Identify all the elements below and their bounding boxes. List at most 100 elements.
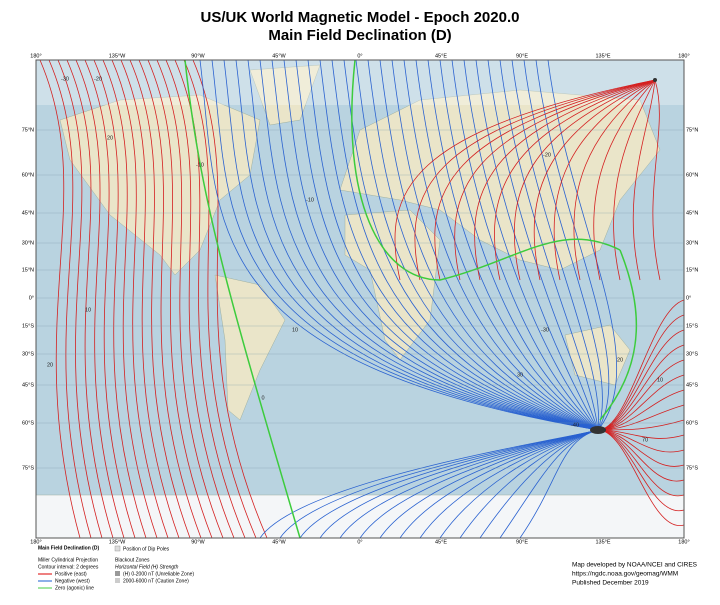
contour-line — [519, 429, 599, 539]
legend-item: (H) 0-2000 nT (Unreliable Zone) — [123, 571, 194, 577]
contour-label: 20 — [47, 362, 53, 368]
dip-pole — [653, 78, 657, 82]
contour-line — [138, 59, 202, 539]
blackout-zone — [36, 60, 684, 105]
contour-line — [523, 59, 603, 431]
contour-line — [84, 59, 136, 539]
contour-line — [259, 59, 599, 431]
contour-line — [597, 314, 685, 431]
contour-line — [66, 59, 114, 539]
contour-label: -40 — [571, 422, 579, 428]
contour-label: 10 — [657, 377, 663, 383]
contour-line — [474, 79, 656, 281]
contour-label: 30 — [517, 372, 523, 378]
map-frame — [35, 59, 685, 539]
legend-item: 2000-6000 nT (Caution Zone) — [123, 578, 189, 584]
contour-line — [331, 59, 599, 431]
contour-line — [247, 59, 599, 431]
contour-line — [283, 59, 599, 431]
lat-label: 15°S — [22, 323, 34, 329]
contour-line — [499, 59, 599, 431]
lat-label: 15°N — [22, 267, 34, 273]
contour-label: -30 — [61, 76, 69, 82]
contour-line — [307, 59, 599, 431]
contour-line — [75, 59, 125, 539]
contour-line — [652, 79, 661, 281]
lon-label: 180° — [30, 539, 41, 545]
legend-text: Miller Cylindrical Projection — [38, 557, 98, 563]
contour-label: 20 — [617, 357, 623, 363]
contour-line — [553, 79, 656, 281]
contour-line — [165, 59, 235, 539]
lat-label: 60°N — [686, 172, 698, 178]
lon-label: 180° — [678, 53, 689, 59]
credit: Published December 2019 — [572, 580, 649, 587]
legend-swatch — [115, 571, 120, 576]
contour-line — [129, 59, 191, 539]
land — [214, 274, 286, 421]
title: US/UK World Magnetic Model - Epoch 2020.… — [201, 9, 520, 26]
lat-label: 0° — [686, 295, 691, 301]
contour-line — [367, 59, 599, 431]
lon-label: 45°W — [272, 53, 286, 59]
legend-swatch — [114, 545, 121, 552]
lon-label: 180° — [30, 53, 41, 59]
contour-line — [183, 59, 257, 539]
lat-label: 15°S — [686, 323, 698, 329]
lat-label: 45°S — [22, 382, 34, 388]
contour-line — [184, 59, 301, 539]
lon-label: 45°W — [272, 539, 286, 545]
contour-line — [599, 249, 638, 421]
legend: Main Field Declination (D) Miller Cylind… — [38, 545, 194, 591]
legend-text: Blackout Zones — [115, 557, 150, 563]
contour-line — [454, 79, 656, 281]
contour-line — [379, 59, 599, 431]
credit: Map developed by NOAA/NCEI and CIRES — [572, 562, 698, 569]
lat-label: 30°N — [22, 240, 34, 246]
dip-pole — [590, 426, 606, 434]
contour-line — [511, 59, 600, 431]
lat-label: 45°N — [22, 210, 34, 216]
lon-label: 45°E — [435, 539, 447, 545]
contour-line — [597, 429, 685, 526]
contour-line — [223, 59, 599, 431]
contour-line — [147, 59, 213, 539]
credit: https://ngdc.noaa.gov/geomag/WMM — [572, 571, 678, 578]
lon-label: 45°E — [435, 53, 447, 59]
legend-item: Positive (east) — [55, 571, 87, 577]
contour-line — [451, 59, 599, 431]
contour-line — [271, 59, 599, 431]
contour-line — [57, 59, 103, 539]
contour-line — [93, 59, 147, 539]
lat-label: 45°N — [686, 210, 698, 216]
lon-label: 0° — [357, 539, 362, 545]
contour-line — [192, 59, 268, 539]
contour-line — [463, 59, 599, 431]
lat-label: 45°S — [686, 382, 698, 388]
lat-label: 15°N — [686, 267, 698, 273]
contour-line — [487, 59, 599, 431]
legend-swatch — [115, 578, 120, 583]
legend-title: Main Field Declination (D) — [38, 545, 99, 551]
lat-label: 0° — [29, 295, 34, 301]
contour-line — [597, 419, 685, 431]
legend-text: Horizontal Field (H) Strength — [115, 564, 179, 570]
lat-label: 30°N — [686, 240, 698, 246]
lat-label: 60°S — [686, 420, 698, 426]
contour-line — [295, 59, 599, 431]
contour-label: -20 — [94, 76, 102, 82]
lon-label: 135°W — [109, 539, 126, 545]
contour-line — [597, 359, 685, 431]
lon-label: 0° — [357, 53, 362, 59]
contour-line — [414, 79, 656, 281]
legend-text: Contour interval: 2 degrees — [38, 564, 99, 570]
lon-label: 135°E — [595, 539, 610, 545]
lat-label: 30°S — [22, 351, 34, 357]
lon-label: 90°E — [516, 539, 528, 545]
lon-label: 180° — [678, 539, 689, 545]
contour-line — [319, 59, 599, 431]
contour-line — [351, 59, 621, 281]
contour-line — [597, 299, 685, 431]
legend-item: Zero (agonic) line — [55, 585, 94, 591]
